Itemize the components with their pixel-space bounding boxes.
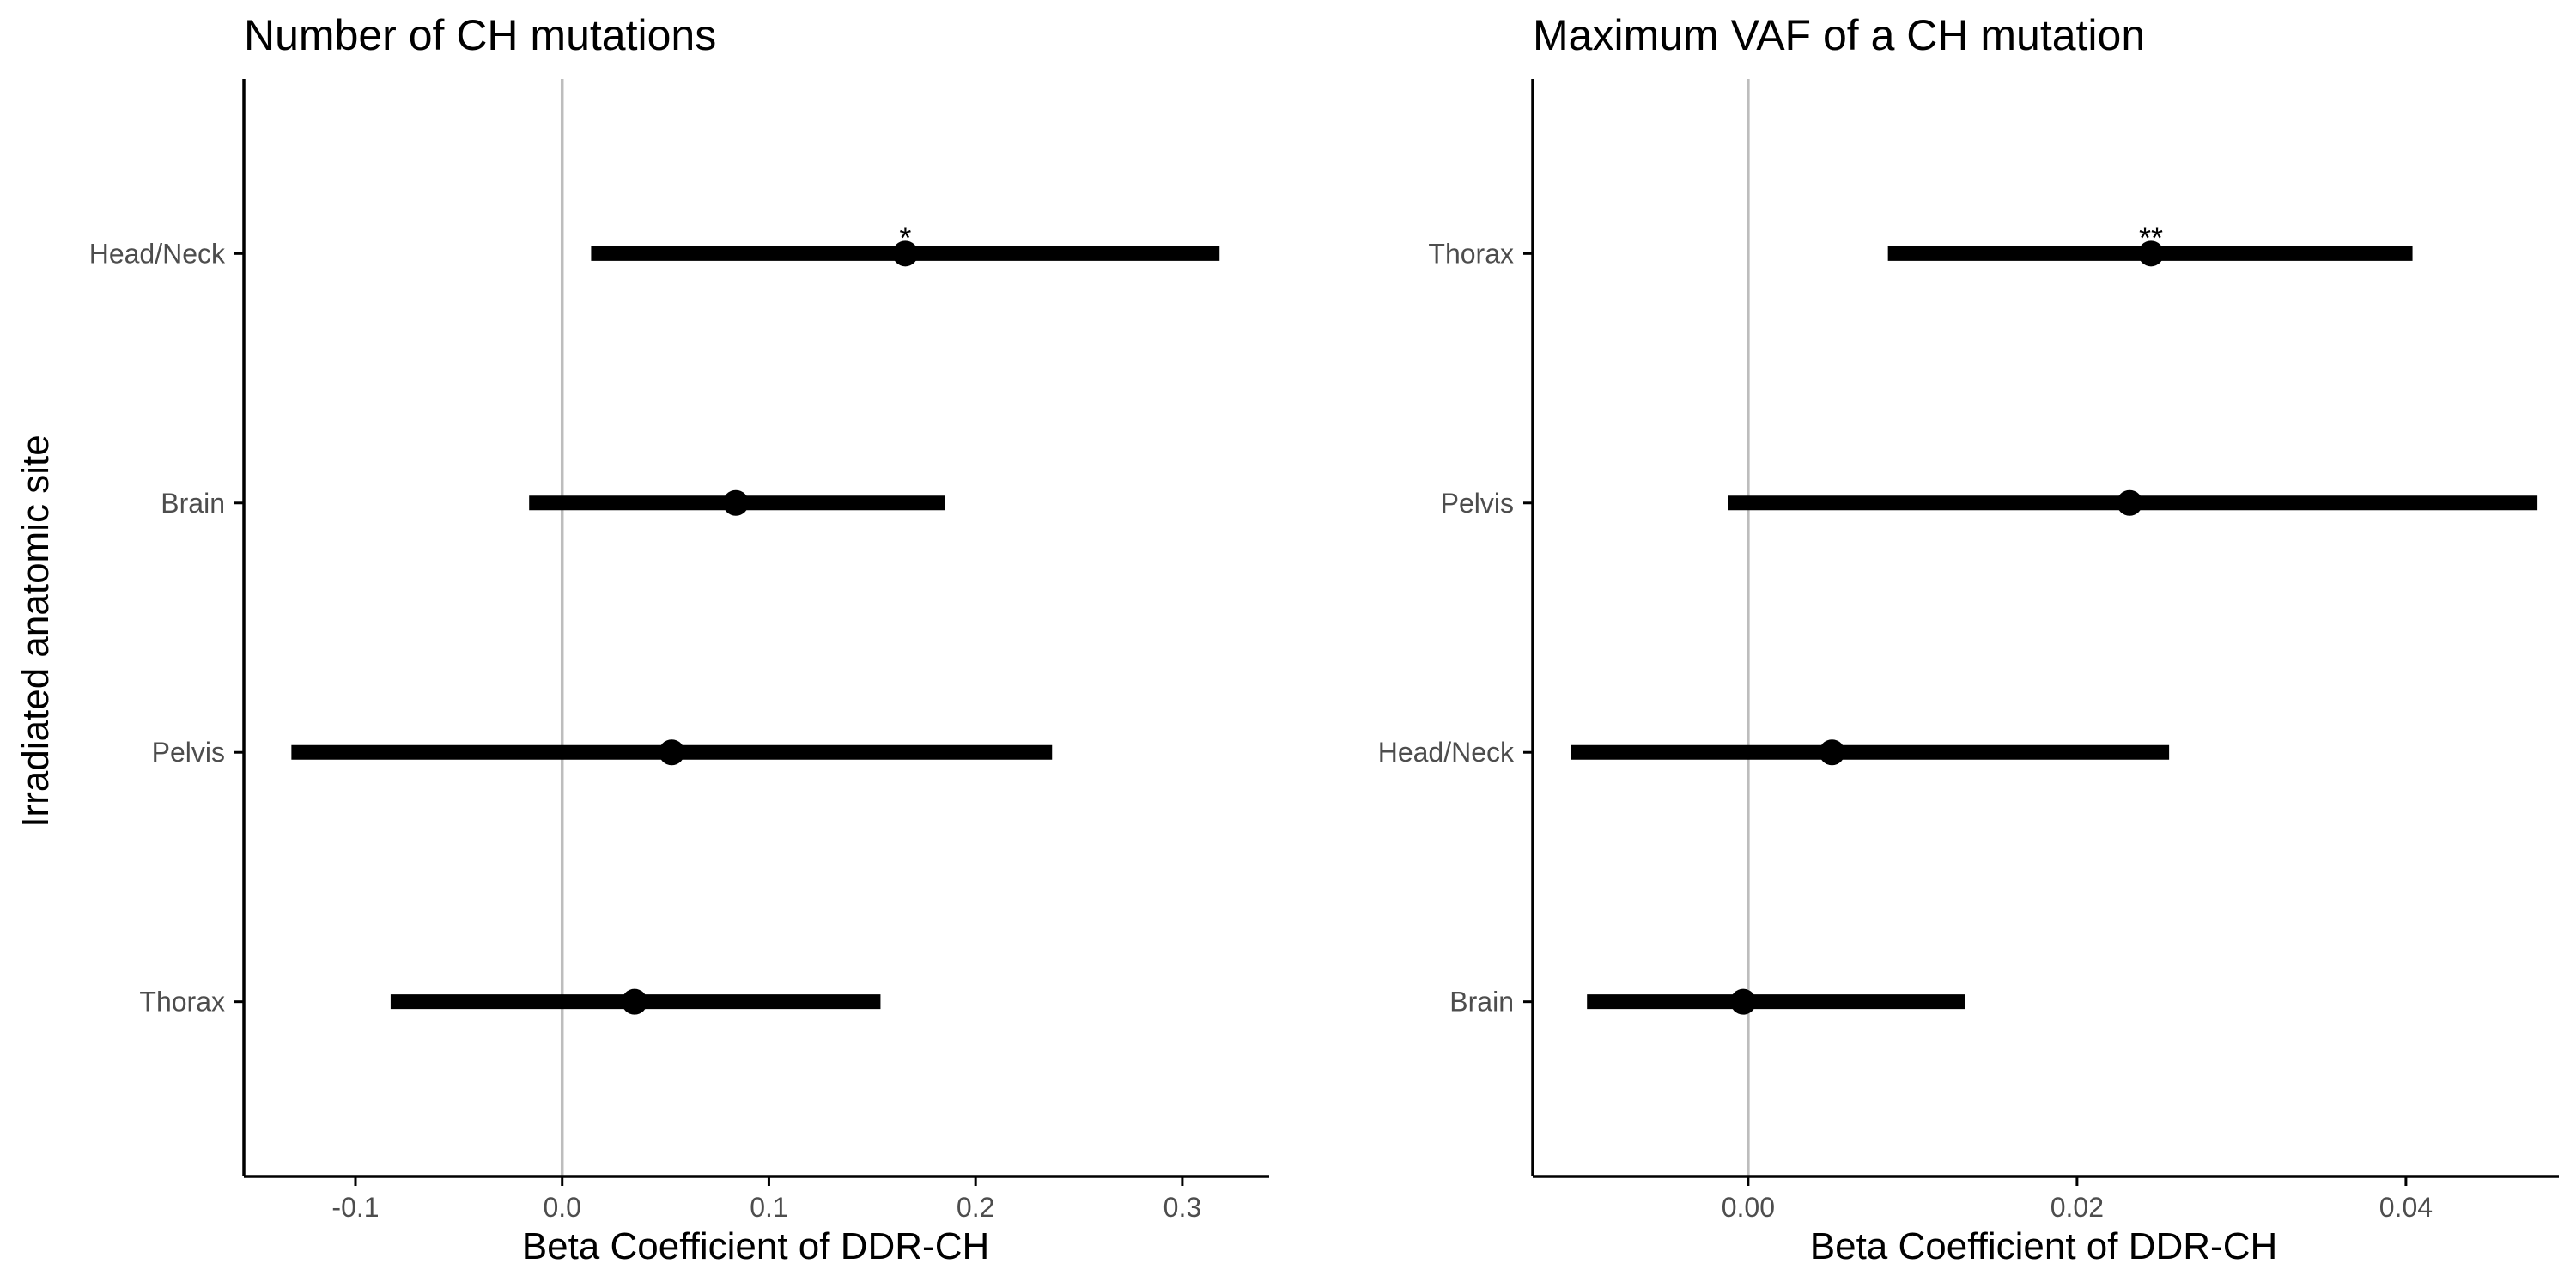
y-tick-label: Head/Neck: [89, 238, 226, 269]
y-tick-label: Pelvis: [152, 737, 225, 768]
y-tick-label: Thorax: [139, 987, 225, 1018]
y-tick-label: Brain: [1449, 987, 1514, 1018]
y-tick-label: Thorax: [1428, 238, 1514, 269]
x-axis-title: Beta Coefficient of DDR-CH: [1810, 1225, 2278, 1267]
plot-area: 0.00 0.02 0.04 Thorax ** Pelvis Head/Neck Brain: [1378, 79, 2559, 1223]
panel-number-of-ch-mutations: Number of CH mutations -0.1 0.0 0.1 0.2 0.3 H…: [89, 11, 1269, 1267]
panel-title: Number of CH mutations: [244, 11, 716, 59]
y-tick-label: Brain: [161, 488, 225, 519]
estimate-point: [722, 489, 749, 516]
estimate-point: [2138, 240, 2165, 267]
x-tick-label: -0.1: [331, 1192, 379, 1223]
x-tick-label: 0.3: [1163, 1192, 1201, 1223]
significance-label: **: [2139, 220, 2163, 255]
estimate-point: [1730, 988, 1757, 1015]
significance-label: *: [899, 220, 911, 255]
panel-title: Maximum VAF of a CH mutation: [1533, 11, 2145, 59]
x-tick-label: 0.04: [2379, 1192, 2433, 1223]
y-tick-label: Pelvis: [1441, 488, 1514, 519]
panel-maximum-vaf: Maximum VAF of a CH mutation 0.00 0.02 0.0…: [1378, 11, 2559, 1267]
estimate-point: [621, 988, 647, 1015]
estimate-point: [2117, 489, 2143, 516]
x-tick-label: 0.02: [2050, 1192, 2104, 1223]
x-tick-label: 0.00: [1722, 1192, 1775, 1223]
estimate-point: [1819, 739, 1845, 766]
x-axis-title: Beta Coefficient of DDR-CH: [522, 1225, 990, 1267]
estimate-point: [659, 739, 685, 766]
estimate-point: [892, 240, 919, 267]
x-tick-label: 0.2: [957, 1192, 994, 1223]
y-axis-title: Irradiated anatomic site: [15, 434, 57, 827]
plot-area: -0.1 0.0 0.1 0.2 0.3 Head/Neck * Brain Pelvis Tho…: [89, 79, 1269, 1223]
x-tick-label: 0.0: [543, 1192, 580, 1223]
x-tick-label: 0.1: [750, 1192, 787, 1223]
y-tick-label: Head/Neck: [1378, 737, 1515, 768]
